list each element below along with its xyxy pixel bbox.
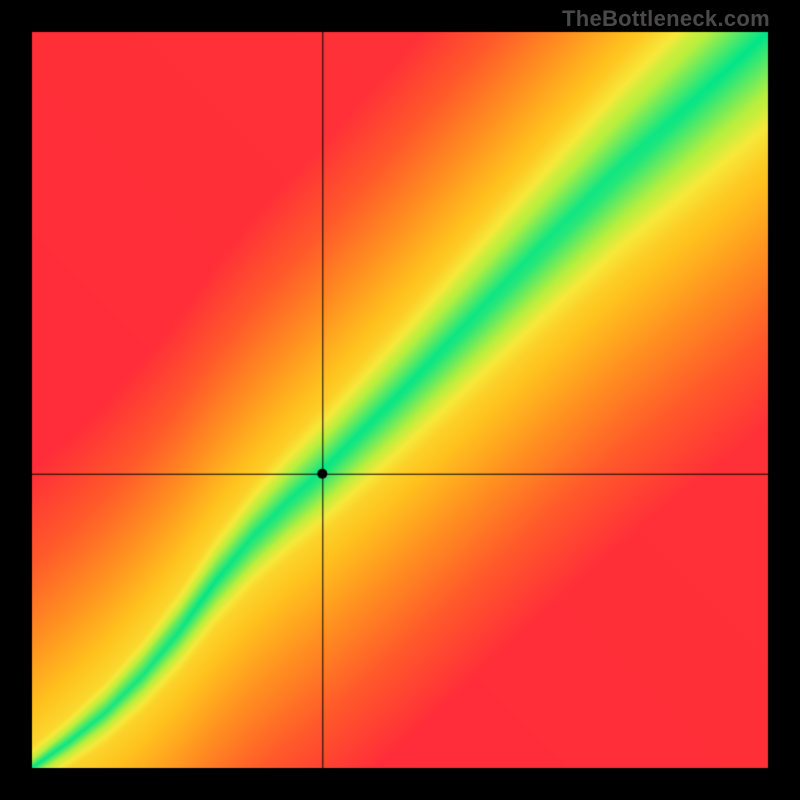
- watermark-text: TheBottleneck.com: [562, 6, 770, 32]
- bottleneck-heatmap-canvas: [0, 0, 800, 800]
- chart-frame: TheBottleneck.com: [0, 0, 800, 800]
